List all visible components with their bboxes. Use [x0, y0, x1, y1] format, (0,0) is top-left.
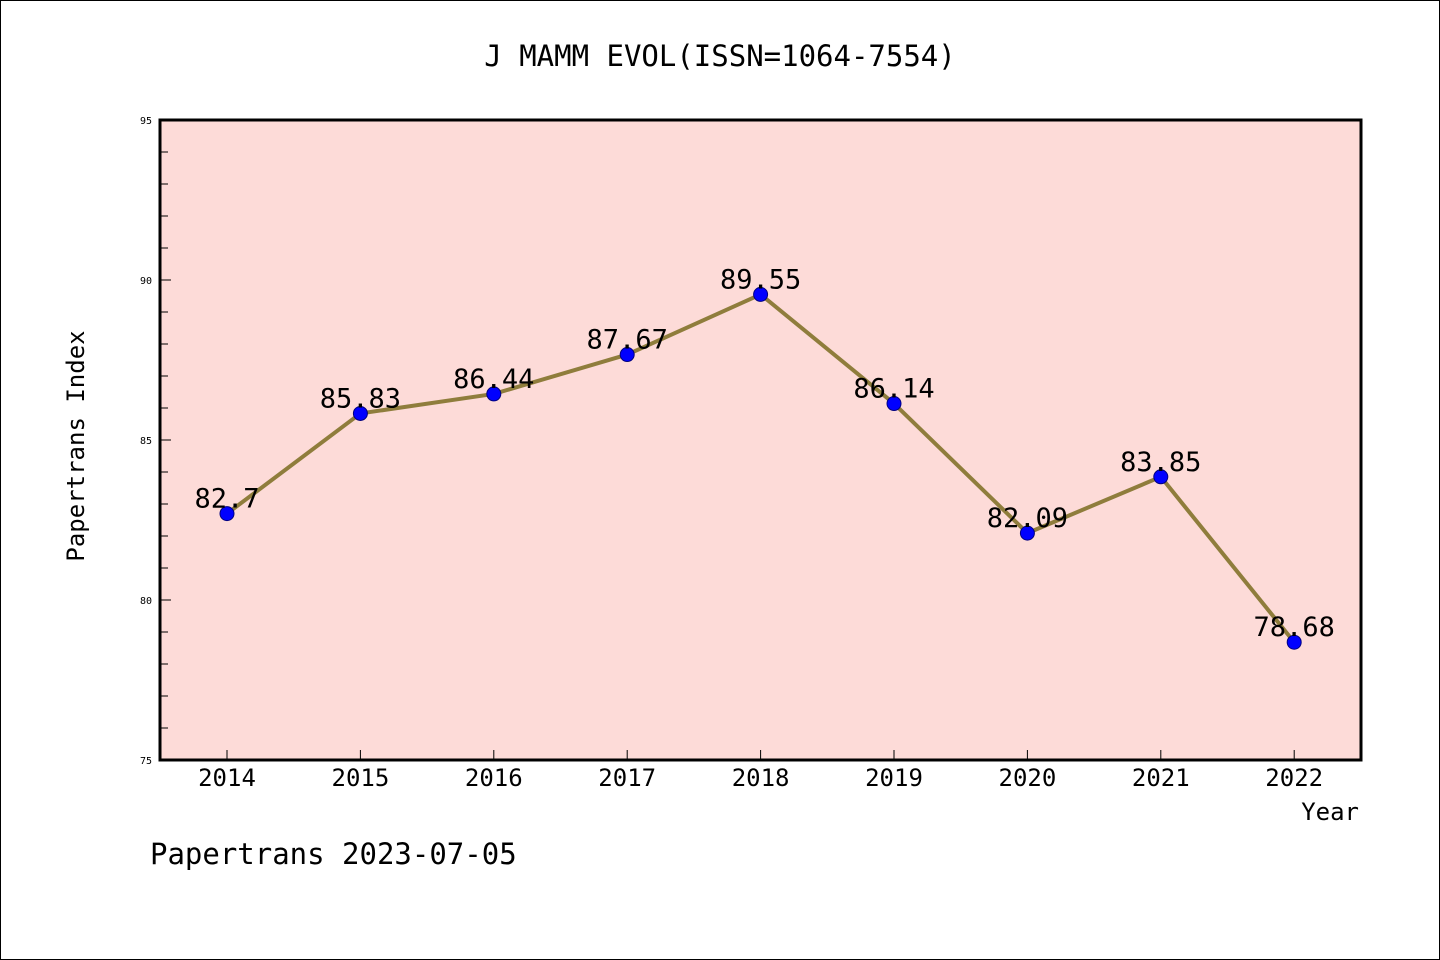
- data-label: 82.7: [194, 484, 259, 515]
- series-group: 82.7 85.83 86.44 87.67 89.55 86.14 82.09 83.85 7…: [194, 264, 1335, 650]
- data-label: 86.14: [853, 374, 934, 405]
- y-axis-label: Papertrans Index: [62, 330, 90, 561]
- x-tick-label: 2019: [865, 764, 923, 792]
- x-tick-label: 2017: [598, 764, 656, 792]
- data-point: [486, 386, 502, 402]
- data-point: [619, 347, 635, 363]
- y-tick-label: 90: [140, 276, 152, 287]
- data-point: [219, 506, 235, 522]
- data-label: 87.67: [587, 325, 668, 356]
- data-point: [1153, 469, 1169, 485]
- x-tick-label: 2015: [332, 764, 390, 792]
- y-tick-label: 85: [140, 436, 152, 447]
- x-axis-label: Year: [1301, 798, 1359, 826]
- x-tick-label: 2021: [1132, 764, 1190, 792]
- data-label: 85.83: [320, 383, 401, 414]
- data-label: 82.09: [987, 503, 1068, 534]
- data-point: [352, 405, 368, 421]
- x-tick-label: 2018: [732, 764, 790, 792]
- y-tick-label: 95: [140, 116, 152, 127]
- data-point: [886, 396, 902, 412]
- footer-note: Papertrans 2023-07-05: [150, 837, 517, 871]
- x-tick-label: 2022: [1265, 764, 1323, 792]
- x-tick-label: 2020: [999, 764, 1057, 792]
- axis-ticks: 75 80 85 90 95 2014 2015 2016 2017 2018 2019 2020 20…: [140, 116, 1323, 792]
- data-label: 78.68: [1254, 612, 1335, 643]
- y-tick-label: 80: [140, 596, 152, 607]
- x-tick-label: 2016: [465, 764, 523, 792]
- plot-area: [158, 118, 1363, 762]
- y-tick-label: 75: [140, 756, 152, 767]
- data-label: 89.55: [720, 264, 801, 295]
- data-point: [753, 286, 769, 302]
- data-label: 86.44: [453, 364, 534, 395]
- x-tick-label: 2014: [198, 764, 256, 792]
- data-label: 83.85: [1120, 447, 1201, 478]
- chart-title: J MAMM EVOL(ISSN=1064-7554): [484, 39, 955, 73]
- data-point: [1019, 525, 1035, 541]
- data-point: [1286, 634, 1302, 650]
